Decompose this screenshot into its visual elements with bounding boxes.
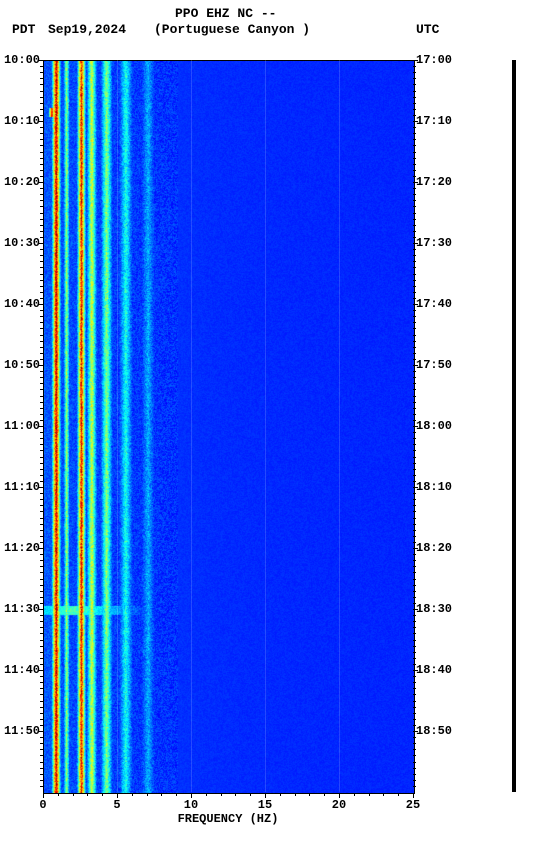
y-tick-right: 17:10 (416, 114, 452, 128)
y-tick-right: 18:40 (416, 663, 452, 677)
y-tick-right: 17:30 (416, 236, 452, 250)
timezone-right: UTC (416, 22, 439, 37)
x-tick: 15 (258, 798, 272, 812)
x-tick: 0 (39, 798, 46, 812)
spectrogram-plot (43, 60, 415, 794)
timezone-left: PDT (12, 22, 35, 37)
x-tick: 10 (184, 798, 198, 812)
y-tick-left: 11:40 (4, 663, 40, 677)
colorbar (512, 60, 516, 792)
y-tick-left: 11:10 (4, 480, 40, 494)
x-tick: 20 (332, 798, 346, 812)
station-code: PPO EHZ NC -- (175, 6, 276, 21)
y-tick-right: 18:30 (416, 602, 452, 616)
y-tick-left: 10:40 (4, 297, 40, 311)
station-name: (Portuguese Canyon ) (154, 22, 310, 37)
y-tick-left: 11:20 (4, 541, 40, 555)
y-tick-left: 10:00 (4, 53, 40, 67)
spectrogram-canvas (44, 61, 414, 793)
y-tick-left: 11:30 (4, 602, 40, 616)
date-label: Sep19,2024 (48, 22, 126, 37)
y-tick-right: 18:00 (416, 419, 452, 433)
y-tick-right: 17:50 (416, 358, 452, 372)
y-tick-right: 17:40 (416, 297, 452, 311)
y-tick-right: 18:10 (416, 480, 452, 494)
y-tick-left: 11:50 (4, 724, 40, 738)
y-tick-left: 10:20 (4, 175, 40, 189)
y-tick-left: 11:00 (4, 419, 40, 433)
x-tick: 5 (113, 798, 120, 812)
y-tick-right: 17:20 (416, 175, 452, 189)
y-tick-left: 10:50 (4, 358, 40, 372)
x-tick: 25 (406, 798, 420, 812)
y-tick-left: 10:30 (4, 236, 40, 250)
y-tick-right: 18:20 (416, 541, 452, 555)
x-axis-label: FREQUENCY (HZ) (0, 812, 456, 826)
y-tick-right: 18:50 (416, 724, 452, 738)
y-tick-right: 17:00 (416, 53, 452, 67)
y-tick-left: 10:10 (4, 114, 40, 128)
